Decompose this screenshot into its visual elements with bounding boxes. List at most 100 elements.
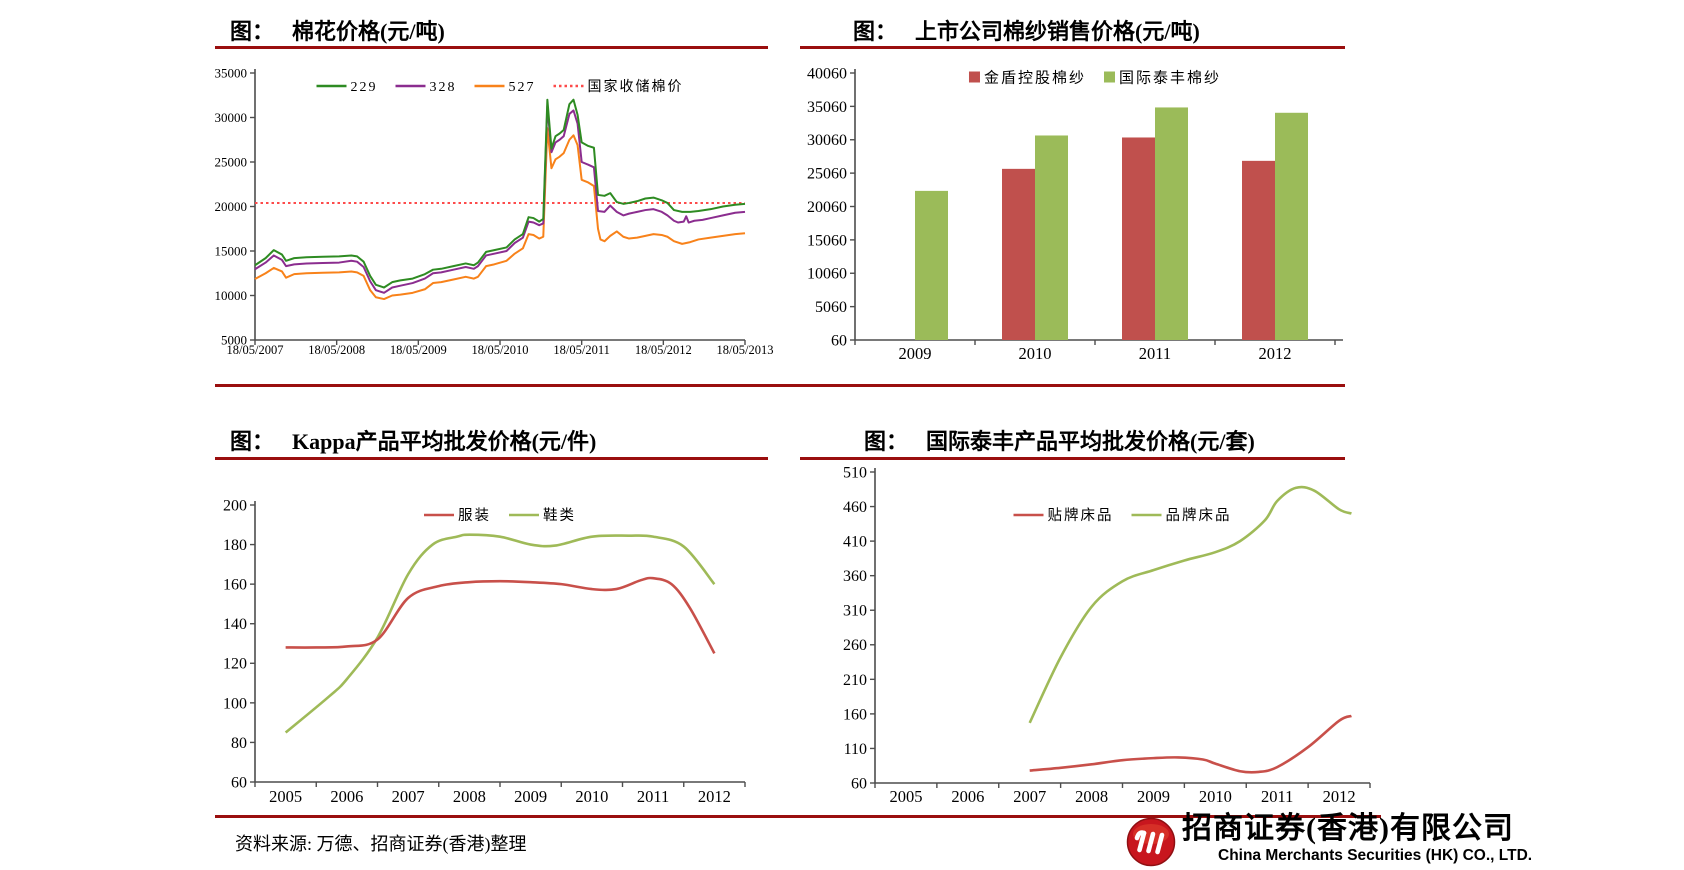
y-axis-label: 5060 [815,299,847,316]
chart-title-prefix: 图： [853,19,898,44]
y-axis-label: 60 [831,332,847,349]
chart-title-listed-yarn: 图： 上市公司棉纱销售价格(元/吨) [853,14,1200,46]
x-axis-label: 2010 [575,787,608,806]
x-axis-label: 2010 [1019,344,1052,363]
legend-label-1: 鞋类 [543,507,576,524]
series-line-2 [254,127,746,301]
x-axis-label: 2005 [889,787,922,806]
legend-label-1: 328 [430,80,457,95]
x-axis-label: 2009 [899,344,932,363]
x-axis-label: 2008 [453,787,486,806]
chart-title-prefix: 图： [230,19,275,44]
series-line-0 [285,576,716,655]
bar-series-1-cat-1 [1035,135,1068,340]
chart-title-text: 上市公司棉纱销售价格(元/吨) [915,19,1200,44]
x-axis-label: 18/05/2008 [308,343,365,357]
x-axis-label: 2011 [637,787,669,806]
y-axis-label: 120 [223,656,247,673]
source-note: 资料来源: 万德、招商证券(香港)整理 [235,834,527,854]
y-axis-label: 35000 [215,65,248,80]
title-rule-top-right [800,46,1345,49]
y-axis-label: 30060 [807,132,847,149]
x-axis-label: 18/05/2010 [472,343,529,357]
footer-rule [215,815,1381,818]
y-axis-label: 15000 [215,243,248,258]
y-axis-label: 20060 [807,199,847,216]
chart-title-kappa: 图： Kappa产品平均批发价格(元/件) [230,424,596,456]
taifeng-wholesale-price-chart: 60 110 160 210 260 310 360 410 460 510 2005 2006 200… [843,464,1371,806]
cms-logo-en-name: China Merchants Securities (HK) CO., LTD… [1218,847,1533,864]
x-axis-label: 2011 [1139,344,1171,363]
y-axis-label: 60 [851,775,867,792]
y-axis-label: 310 [843,603,867,620]
title-rule-bottom-left [215,457,768,460]
x-axis-label: 2006 [951,787,984,806]
x-axis-label: 2011 [1261,787,1293,806]
y-axis-label: 210 [843,672,867,689]
legend-label-1: 国际泰丰棉纱 [1119,69,1221,86]
chart-title-cotton-price: 图： 棉花价格(元/吨) [230,14,445,46]
bar-series-0-cat-2 [1122,137,1155,340]
legend-label-3: 国家收储棉价 [588,78,684,95]
legend-label-0: 229 [351,80,378,95]
legend-label-1: 品牌床品 [1166,507,1232,524]
bar-series-0-cat-3 [1242,160,1275,340]
x-axis-label: 18/05/2011 [553,343,609,357]
y-axis-label: 110 [844,741,867,758]
x-axis-label: 18/05/2013 [717,343,774,357]
x-axis-label: 2007 [392,787,425,806]
bar-series-1-cat-2 [1155,107,1188,341]
chart-title-prefix: 图： [230,429,275,454]
y-axis-label: 20000 [215,199,248,214]
y-axis-label: 80 [231,735,247,752]
kappa-wholesale-price-chart: 60 80 100 120 140 160 180 200 2005 2006 2007 2008 20… [223,497,746,806]
y-axis-label: 360 [843,568,867,585]
series-line-0 [254,98,746,289]
y-axis-label: 30000 [215,110,248,125]
x-axis-label: 2012 [698,787,731,806]
cotton-price-chart: 5000 10000 15000 20000 25000 30000 35000 18/05/… [215,65,774,357]
title-rule-top-left [215,46,768,49]
y-axis-label: 200 [223,497,247,514]
x-axis-label: 2005 [269,787,302,806]
bar-series-1-cat-0 [915,190,948,340]
series-line-0 [1029,714,1352,774]
series-line-1 [284,533,716,734]
bar-series-0-cat-1 [1002,168,1035,340]
y-axis-label: 140 [223,616,247,633]
x-axis-label: 2009 [1137,787,1170,806]
title-rule-bottom-right [800,457,1345,460]
legend-label-2: 527 [509,80,536,95]
chart-title-text: 国际泰丰产品平均批发价格(元/套) [926,429,1255,454]
y-axis-label: 160 [223,577,247,594]
legend-swatch-1 [1104,71,1115,83]
chart-title-text: 棉花价格(元/吨) [292,19,445,44]
y-axis-label: 60 [231,774,247,791]
chart-title-text: Kappa产品平均批发价格(元/件) [292,429,597,454]
x-axis-label: 18/05/2009 [390,343,447,357]
y-axis-label: 510 [843,464,867,481]
x-axis-label: 18/05/2012 [635,343,692,357]
legend-label-0: 服装 [458,507,491,524]
chart-title-taifeng: 图： 国际泰丰产品平均批发价格(元/套) [864,424,1255,456]
legend: 金盾控股棉纱 国际泰丰棉纱 [968,69,1221,86]
y-axis-label: 25060 [807,166,847,183]
y-axis-label: 410 [843,534,867,551]
legend: 229 328 527 国家收储棉价 [316,78,684,95]
chart-title-prefix: 图： [864,429,909,454]
x-axis-label: 2006 [330,787,363,806]
y-axis-label: 100 [223,695,247,712]
legend-label-0: 贴牌床品 [1048,507,1114,524]
x-axis-label: 2012 [1259,344,1292,363]
cms-logo-cn-name: 招商证券(香港)有限公司 [1182,812,1514,845]
y-axis-label: 10000 [215,288,248,303]
y-axis-label: 5000 [221,332,247,347]
y-axis-label: 160 [843,706,867,723]
legend: 服装 鞋类 [424,507,576,524]
y-axis-label: 35060 [807,99,847,116]
y-axis-label: 260 [843,637,867,654]
series-line-1 [1028,485,1352,724]
legend: 贴牌床品 品牌床品 [1013,507,1232,524]
section-divider-rule [215,384,1345,387]
